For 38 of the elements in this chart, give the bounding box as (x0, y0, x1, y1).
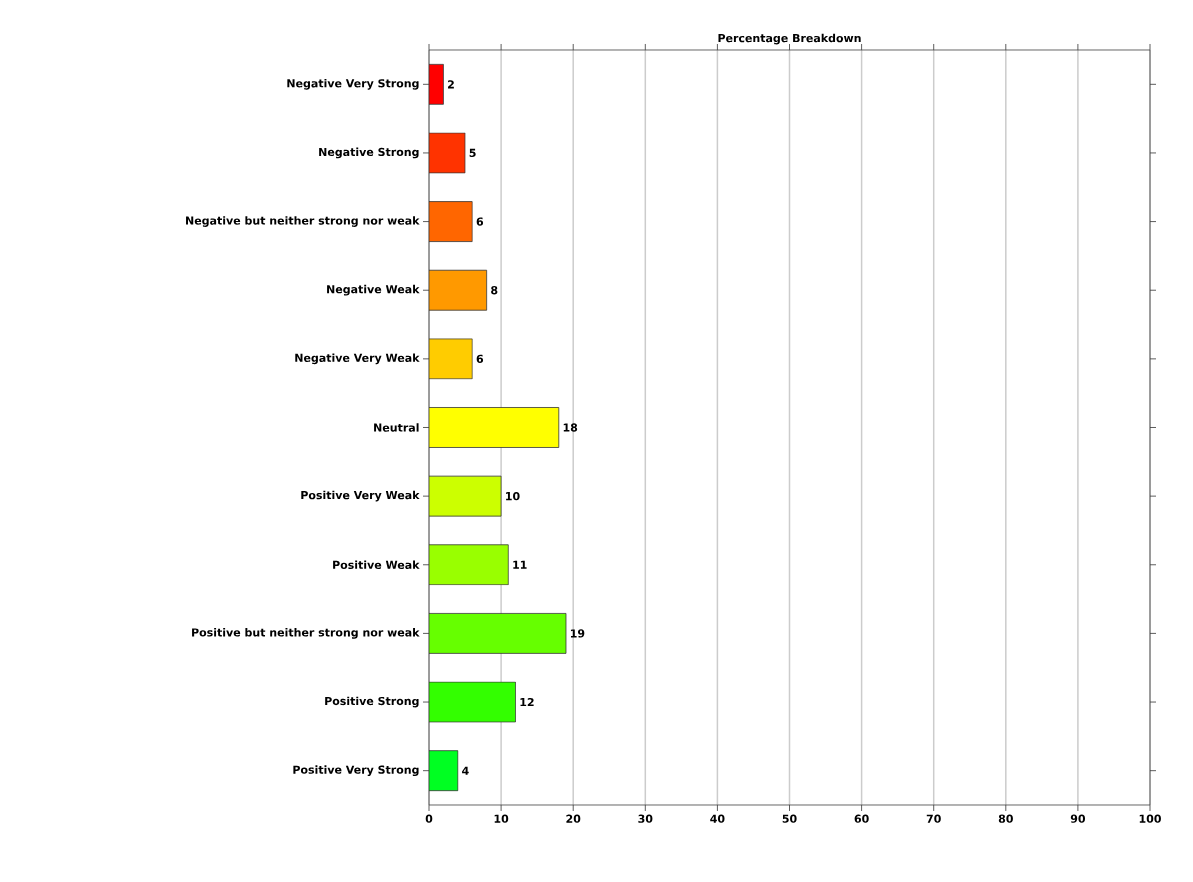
y-tick-label: Positive but neither strong nor weak (192, 628, 420, 639)
x-tick-label: 100 (1139, 814, 1161, 823)
data-label: 4 (462, 766, 469, 775)
data-label: 11 (513, 560, 527, 569)
data-label: 19 (570, 629, 585, 638)
data-label: 2 (448, 80, 454, 89)
x-tick-label: 20 (566, 814, 581, 823)
y-tick-label: Neutral (374, 423, 419, 432)
y-tick-label: Negative Very Weak (295, 353, 420, 365)
x-tick-label: 30 (638, 814, 653, 823)
y-tick-label: Positive Strong (325, 696, 419, 708)
data-label: 10 (506, 491, 520, 501)
x-tick-label: 70 (926, 814, 941, 823)
y-tick-label: Negative Weak (327, 284, 420, 296)
data-label: 6 (476, 217, 484, 226)
x-tick-label: 60 (854, 814, 869, 823)
data-label: 8 (491, 286, 498, 295)
y-tick-label: Positive Very Weak (301, 490, 420, 502)
y-tick-label: Negative Very Strong (287, 78, 419, 90)
y-tick-label: Positive Very Strong (293, 765, 419, 777)
bar (429, 338, 473, 380)
x-tick-label: 0 (425, 814, 433, 823)
x-tick-label: 10 (494, 814, 509, 823)
y-tick-label: Negative but neither strong nor weak (186, 216, 420, 227)
y-tick-label: Negative Strong (319, 147, 419, 159)
data-label: 12 (520, 697, 534, 707)
chart-title: Percentage Breakdown (718, 33, 861, 45)
data-label: 6 (476, 354, 484, 364)
data-label: 5 (469, 148, 476, 158)
bar (429, 681, 516, 723)
x-tick-label: 80 (998, 814, 1013, 823)
y-tick-label: Positive Weak (333, 560, 420, 570)
x-tick-label: 40 (710, 814, 725, 823)
bar (429, 132, 466, 174)
data-label: 18 (563, 423, 578, 432)
bar (429, 544, 509, 586)
x-tick-label: 50 (782, 814, 797, 823)
x-tick-label: 90 (1070, 814, 1086, 823)
